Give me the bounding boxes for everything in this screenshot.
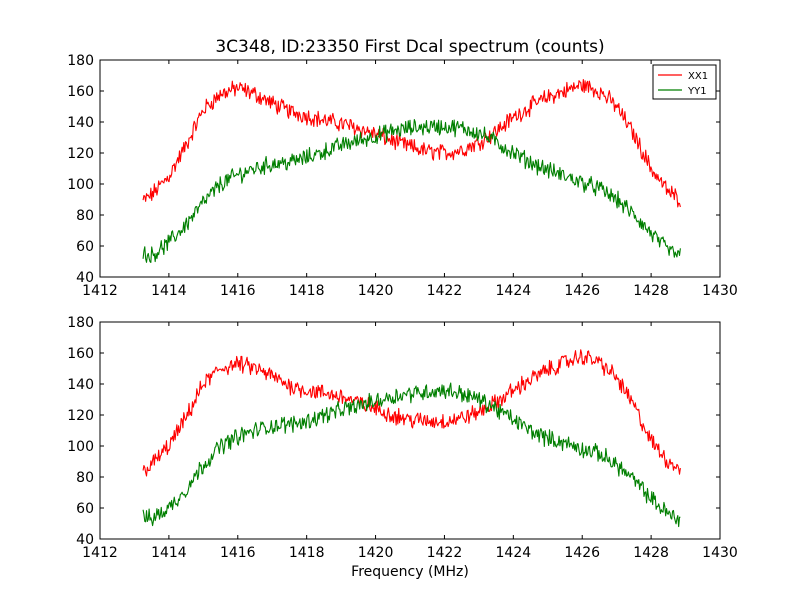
- x-tick-label: 1428: [633, 283, 669, 299]
- axes-frame: [99, 321, 721, 540]
- x-tick-label: 1412: [82, 283, 118, 299]
- x-tick-label: 1428: [633, 545, 669, 561]
- x-tick-label: 1422: [427, 545, 463, 561]
- y-tick-label: 60: [76, 239, 94, 255]
- y-tick-label: 120: [67, 408, 94, 424]
- x-tick-label: 1418: [289, 283, 325, 299]
- series-0-line: [142, 349, 681, 477]
- y-tick-label: 180: [67, 53, 94, 69]
- x-tick-label: 1430: [702, 545, 738, 561]
- axes-frame: [99, 59, 721, 278]
- legend-label-xx1: XX1: [688, 71, 708, 82]
- bottom-panel: 1412 1414 1416 1418 1420 1422 1424 1426 1428 1430…: [67, 315, 738, 561]
- y-tick-label: 80: [76, 208, 94, 224]
- y-tick-label: 160: [67, 84, 94, 100]
- y-tick-label: 40: [76, 270, 94, 286]
- y-tick-label: 60: [76, 501, 94, 517]
- series-xx1-line: [142, 78, 681, 208]
- y-tick-label: 180: [67, 315, 94, 331]
- x-tick-label: 1422: [427, 283, 463, 299]
- top-panel: 1412 1414 1416 1418 1420 1422 1424 1426 1428 1430…: [67, 53, 738, 299]
- x-tick-label: 1412: [82, 545, 118, 561]
- y-tick-label: 100: [67, 177, 94, 193]
- x-tick-label: 1414: [151, 283, 187, 299]
- x-tick-label: 1424: [496, 545, 532, 561]
- chart-title: 3C348, ID:23350 First Dcal spectrum (cou…: [215, 37, 604, 57]
- y-tick-label: 100: [67, 439, 94, 455]
- y-tick-label: 40: [76, 532, 94, 548]
- x-tick-label: 1430: [702, 283, 738, 299]
- x-tick-label: 1418: [289, 545, 325, 561]
- legend-box: [652, 64, 717, 100]
- y-tick-label: 140: [67, 377, 94, 393]
- y-tick-label: 160: [67, 346, 94, 362]
- legend-label-yy1: YY1: [687, 86, 707, 97]
- series-1-line: [142, 382, 681, 528]
- series-yy1-line: [142, 119, 681, 263]
- x-tick-label: 1416: [220, 283, 256, 299]
- x-tick-label: 1426: [564, 545, 600, 561]
- x-tick-label: 1414: [151, 545, 187, 561]
- y-tick-label: 80: [76, 470, 94, 486]
- x-tick-label: 1420: [358, 545, 394, 561]
- y-tick-label: 120: [67, 146, 94, 162]
- x-axis-label: Frequency (MHz): [351, 564, 469, 580]
- x-tick-label: 1416: [220, 545, 256, 561]
- x-tick-label: 1424: [496, 283, 532, 299]
- x-tick-label: 1420: [358, 283, 394, 299]
- x-tick-label: 1426: [564, 283, 600, 299]
- y-tick-label: 140: [67, 115, 94, 131]
